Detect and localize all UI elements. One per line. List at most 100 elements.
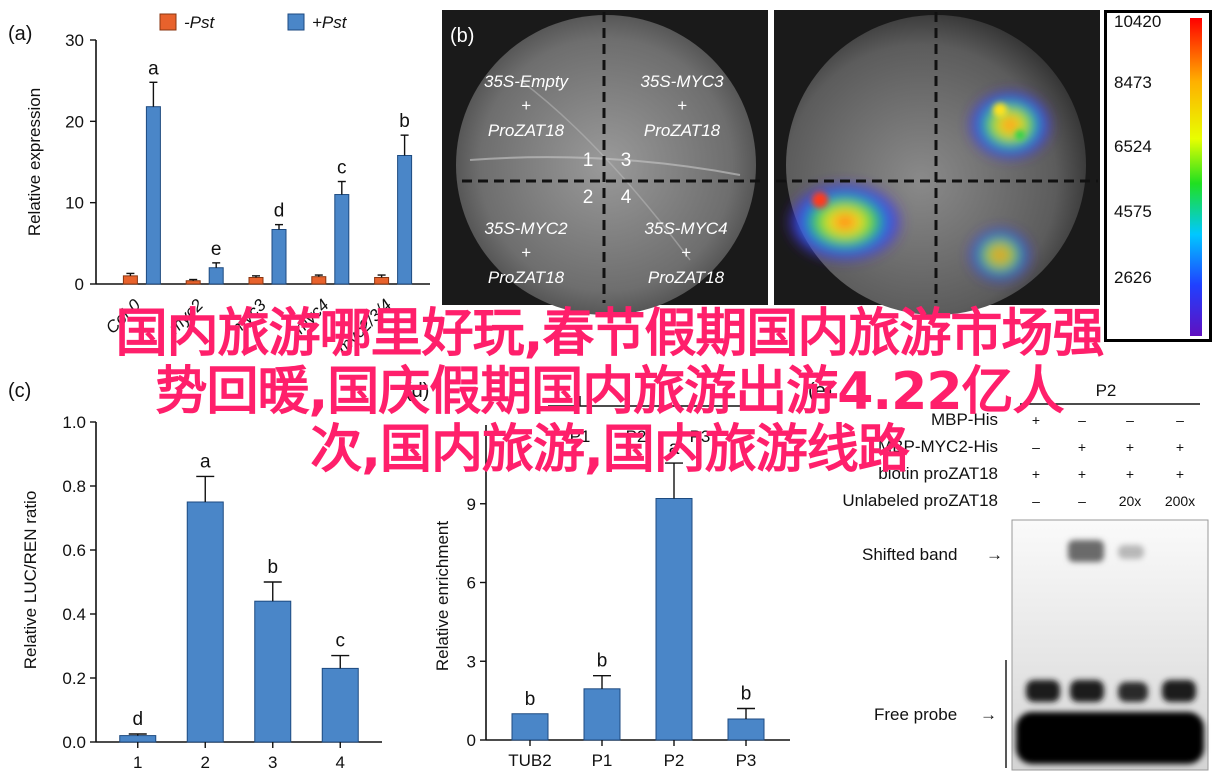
chart-c-ytick-label: 0.6 [62, 541, 86, 560]
gel-shifted-band-arrow: → [986, 545, 1003, 564]
chart-a-bar [311, 276, 327, 285]
gel-bands [1016, 540, 1204, 764]
gel-row-label: biotin proZAT18 [878, 464, 998, 483]
chart-d-sig-letter: b [597, 651, 608, 672]
gel-row-label: MBP-MYC2-His [878, 437, 998, 456]
chart-c: Relative LUC/REN ratio 0.0 0.2 0.4 0.6 0.8 1.… [21, 413, 382, 772]
chart-c-ytick-label: 0.2 [62, 669, 86, 688]
overlay-line-2: 势回暖,国庆假期国内旅游出游4.22亿人 [155, 362, 1064, 422]
leaf-q1-line2: + [521, 96, 531, 115]
chart-c-xtick-label: 2 [201, 753, 210, 772]
legend-label-minus-pst: -Pst [184, 13, 216, 32]
leaf-q2-line1: 35S-MYC2 [484, 219, 568, 238]
chart-d-ylabel: Relative enrichment [433, 521, 452, 672]
gel-row-value: – [1176, 412, 1184, 428]
panel-label-a: (a) [8, 23, 32, 45]
chart-d-bar [511, 713, 549, 741]
chart-d-header-p2: P2 [626, 427, 647, 446]
chart-a-bar [208, 267, 224, 285]
leaf-q1-line1: 35S-Empty [484, 72, 570, 91]
colorbar-tick-4: 2626 [1114, 268, 1152, 287]
legend-swatch-plus-pst [287, 13, 305, 31]
chart-d-bar [583, 688, 621, 741]
gel-row-value: + [1078, 466, 1086, 482]
panel-label-b: (b) [450, 25, 474, 47]
chart-a-sig-letter: c [337, 158, 347, 179]
gel-row-value: 20x [1119, 493, 1142, 509]
gel-free-probe-arrow: → [980, 705, 997, 724]
chart-a-ytick-label: 30 [65, 31, 84, 50]
leaf-q4-line3: ProZAT18 [648, 268, 725, 287]
gel-row-value: + [1032, 412, 1040, 428]
chart-a-ytick-label: 20 [65, 112, 84, 131]
chart-a-sig-letter: b [399, 111, 410, 132]
overlay-headline: 国内旅游哪里好玩,春节假期国内旅游市场强 势回暖,国庆假期国内旅游出游4.22亿… [0, 305, 1219, 479]
chart-c-bar [186, 501, 224, 743]
leaf-image-panel: (b) 35S-Empty + ProZAT18 35S-MYC3 + ProZ… [442, 10, 1212, 342]
chart-c-bar [321, 667, 359, 743]
chart-a-bar [185, 280, 201, 285]
chart-c-sig-letter: c [336, 631, 346, 652]
leaf-q3-line2: + [677, 96, 687, 115]
colorbar-tick-2: 6524 [1114, 137, 1152, 156]
colorbar-tick-3: 4575 [1114, 202, 1152, 221]
chart-d-bar [727, 718, 765, 741]
chart-d-sig-letter: b [525, 689, 536, 710]
chart-d: Relative enrichment P1 P2 P3 0 3 6 9 b TUB2 b… [433, 396, 790, 770]
chart-c-ytick-label: 0.4 [62, 605, 86, 624]
colorbar-tick-1: 8473 [1114, 73, 1152, 92]
chart-a-bar [145, 106, 161, 285]
colorbar-gradient [1190, 18, 1202, 336]
gel-row-value: – [1032, 493, 1040, 509]
chart-d-ytick-label: 0 [467, 731, 476, 750]
chart-a-bar [271, 229, 287, 285]
panel-label-c: (c) [8, 380, 31, 402]
emsa-gel-panel: P2 MBP-His + – – – MBP-MYC2-His – + + + biotin pro… [842, 381, 1209, 771]
leaf-num-4: 4 [621, 187, 632, 208]
chart-c-bar [254, 600, 292, 743]
chart-c-ytick-label: 0.8 [62, 477, 86, 496]
chart-a-bar [122, 275, 138, 285]
gel-row-value: – [1078, 412, 1086, 428]
chart-a-bar [397, 154, 413, 285]
gel-row-value: 200x [1165, 493, 1195, 509]
gel-row-value: + [1032, 466, 1040, 482]
chart-d-ytick-label: 9 [467, 495, 476, 514]
overlay-line-1: 国内旅游哪里好玩,春节假期国内旅游市场强 [115, 304, 1105, 364]
leaf-num-1: 1 [583, 150, 594, 171]
legend-swatch-minus-pst [159, 13, 177, 31]
gel-probe-label: P2 [1096, 381, 1117, 400]
chart-a-ytick-label: 0 [75, 275, 84, 294]
gel-row-value: – [1126, 412, 1134, 428]
panel-label-d: (d) [405, 380, 429, 402]
gel-row-value: – [1032, 439, 1040, 455]
chart-d-header-p3: P3 [690, 427, 711, 446]
chart-a-ytick-label: 10 [65, 194, 84, 213]
chart-d-ytick-label: 3 [467, 652, 476, 671]
chart-c-sig-letter: d [132, 709, 143, 730]
leaf-q3-line1: 35S-MYC3 [640, 72, 724, 91]
chart-d-xtick-label: P3 [736, 751, 757, 770]
chart-c-xtick-label: 4 [336, 753, 345, 772]
chart-c-xtick-label: 3 [268, 753, 277, 772]
gel-row-value: + [1176, 439, 1184, 455]
chart-d-ytick-label: 6 [467, 574, 476, 593]
chart-c-xtick-label: 1 [133, 753, 142, 772]
gel-row-label: Unlabeled proZAT18 [842, 491, 998, 510]
chart-a-sig-letter: a [148, 58, 159, 79]
gel-free-probe-label: Free probe [874, 705, 957, 724]
chart-c-sig-letter: b [267, 557, 278, 578]
chart-a-bar [334, 194, 350, 285]
chart-c-sig-letter: a [200, 451, 211, 472]
gel-shifted-band-label: Shifted band [862, 545, 957, 564]
chart-a-bar [374, 276, 390, 285]
chart-d-bar [655, 498, 693, 741]
colorbar-tick-0: 10420 [1114, 12, 1161, 31]
leaf-shape-bright [456, 15, 756, 315]
gel-row-label: MBP-His [931, 410, 998, 429]
leaf-num-3: 3 [621, 150, 632, 171]
gel-row-value: + [1126, 466, 1134, 482]
leaf-q4-line1: 35S-MYC4 [644, 219, 727, 238]
leaf-q2-line2: + [521, 243, 531, 262]
